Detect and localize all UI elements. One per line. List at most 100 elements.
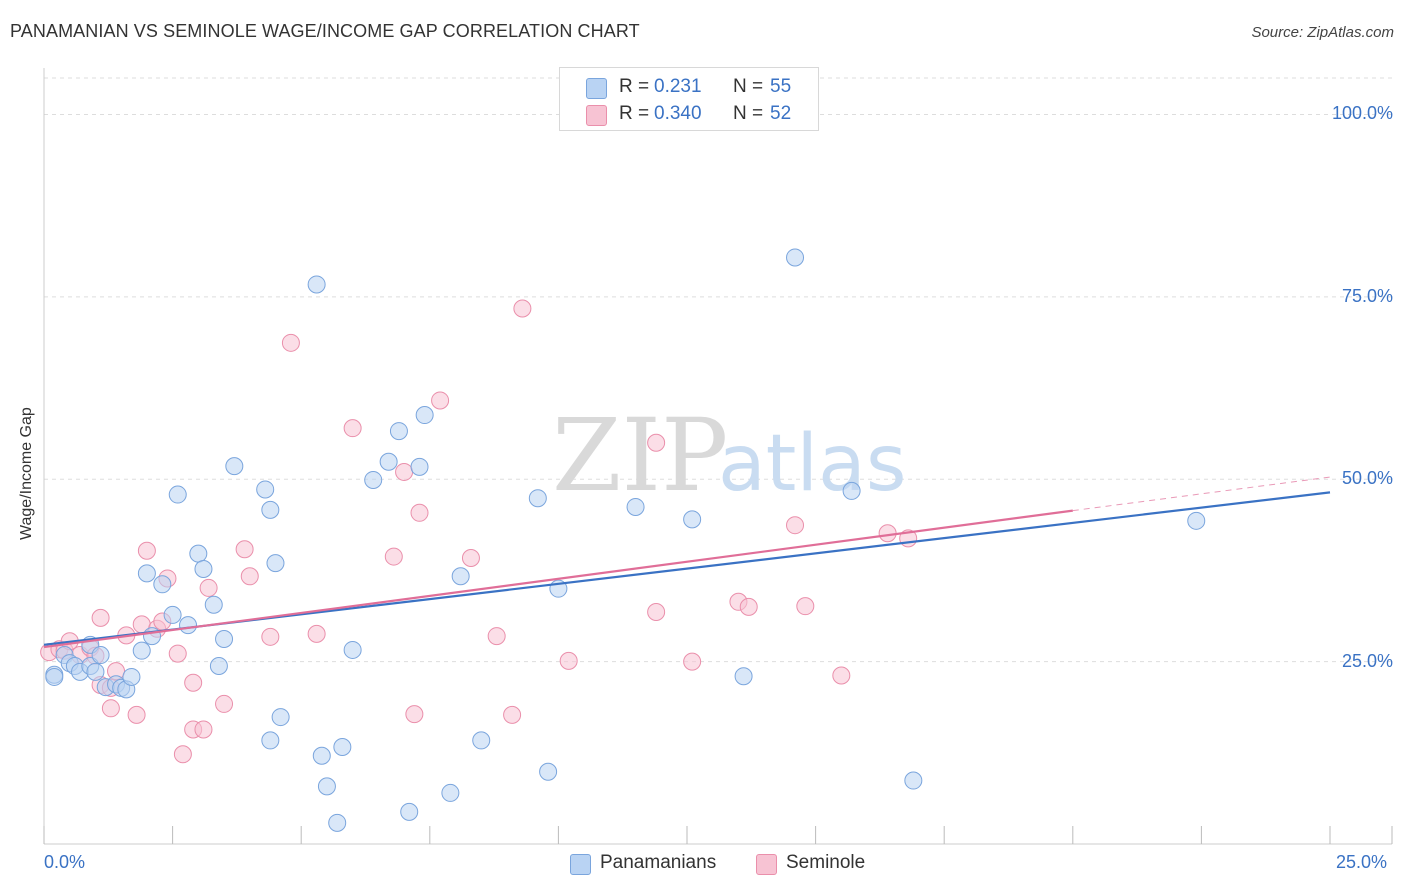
seminole-point (832, 666, 851, 685)
watermark-atlas: atlas (718, 419, 907, 509)
panamanian-point (451, 567, 470, 586)
seminole-point (184, 673, 203, 692)
seminole-point (647, 433, 666, 452)
seminole-point (261, 627, 280, 646)
seminole-point (487, 627, 506, 646)
panamanian-point (225, 457, 244, 476)
panamanian-point (256, 480, 275, 499)
seminole-point (199, 578, 218, 597)
seminole-point (343, 419, 362, 438)
panamanian-point (86, 662, 105, 681)
seminole-point (796, 597, 815, 616)
seminole-point (503, 705, 522, 724)
panamanian-point (904, 771, 923, 790)
panamanian-point (312, 746, 331, 765)
bottom-legend-label: Panamanians (600, 852, 717, 873)
legend-r-value: 0.231 (654, 76, 702, 97)
legend-swatch-pink (586, 105, 607, 126)
seminole-point (410, 503, 429, 522)
legend-r-label: R = (619, 103, 650, 124)
panamanian-point (410, 457, 429, 476)
panamanian-point (91, 646, 110, 665)
panamanian-point (261, 731, 280, 750)
panamanian-point (472, 731, 491, 750)
seminole-point (878, 524, 897, 543)
panamanian-point (539, 762, 558, 781)
panamanian-point (215, 630, 234, 649)
y-tick-label: 100.0% (1331, 103, 1393, 124)
panamanian-point (266, 554, 285, 573)
legend-r-label: R = (619, 76, 650, 97)
y-tick-label: 25.0% (1341, 650, 1393, 671)
panamanian-point (1187, 511, 1206, 530)
panamanian-point (317, 777, 336, 796)
bottom-legend-label: Seminole (786, 852, 866, 873)
bottom-legend-swatch-blue (570, 854, 591, 875)
legend-n-label: N = (733, 103, 764, 124)
panamanian-point (441, 783, 460, 802)
x-tick-label-max: 25.0% (1336, 852, 1388, 872)
panamanian-point (132, 641, 151, 660)
panamanian-point (179, 616, 198, 635)
seminole-point (240, 567, 259, 586)
seminole-point (559, 651, 578, 670)
watermark: ZIP atlas (552, 397, 907, 514)
seminole-point (461, 549, 480, 568)
seminole-point (194, 720, 213, 739)
legend-n-value: 55 (770, 76, 792, 97)
seminole-point (173, 745, 192, 764)
panamanian-point (271, 708, 290, 727)
panamanian-point (204, 595, 223, 614)
panamanian-point (261, 500, 280, 519)
series-panamanians (45, 248, 1206, 832)
panamanian-point (194, 559, 213, 578)
seminole-point (101, 699, 120, 718)
source-label: Source: ZipAtlas.com (1251, 24, 1394, 41)
panamanian-point (400, 802, 419, 821)
panamanian-point (168, 485, 187, 504)
legend-swatch-blue (586, 78, 607, 99)
legend-n-label: N = (733, 76, 764, 97)
seminole-point (395, 462, 414, 481)
panamanian-point (734, 667, 753, 686)
panamanian-point (389, 422, 408, 441)
panamanian-point (528, 489, 547, 508)
legend-r-value: 0.340 (654, 103, 702, 124)
panamanian-point (122, 667, 141, 686)
seminole-point (405, 705, 424, 724)
chart-title: PANAMANIAN VS SEMINOLE WAGE/INCOME GAP C… (10, 21, 640, 41)
panamanian-point (343, 640, 362, 659)
seminole-trend-line (43, 509, 1073, 649)
panamanian-point (842, 481, 861, 500)
correlation-legend: R = 0.231 N = 55 R = 0.340 N = 52 (559, 67, 819, 131)
panamanian-point (626, 497, 645, 516)
bottom-legend-swatch-pink (756, 854, 777, 875)
panamanian-point (163, 605, 182, 624)
trend-lines (43, 476, 1331, 649)
panamanian-point (364, 470, 383, 489)
seminole-point (137, 541, 156, 560)
panamanian-point (786, 248, 805, 267)
panamanian-point (307, 275, 326, 294)
watermark-zip: ZIP (552, 397, 728, 514)
seminole-point (91, 608, 110, 627)
panamanian-point (379, 452, 398, 471)
seminole-point (384, 547, 403, 566)
x-tick-label-min: 0.0% (44, 852, 86, 872)
seminole-point (739, 597, 758, 616)
panamanian-point (333, 737, 352, 756)
seminole-point (786, 516, 805, 535)
panamanian-point (143, 627, 162, 646)
panamanian-point (153, 575, 172, 594)
y-tick-label: 75.0% (1341, 285, 1393, 306)
panamanian-point (189, 544, 208, 563)
seminole-point (127, 705, 146, 724)
seminole-point (235, 540, 254, 559)
y-tick-label: 50.0% (1341, 468, 1393, 489)
series-seminole (40, 299, 918, 764)
panamanian-point (45, 667, 64, 686)
panamanian-point (137, 564, 156, 583)
panamanian-point (209, 656, 228, 675)
panamanian-point (415, 406, 434, 425)
